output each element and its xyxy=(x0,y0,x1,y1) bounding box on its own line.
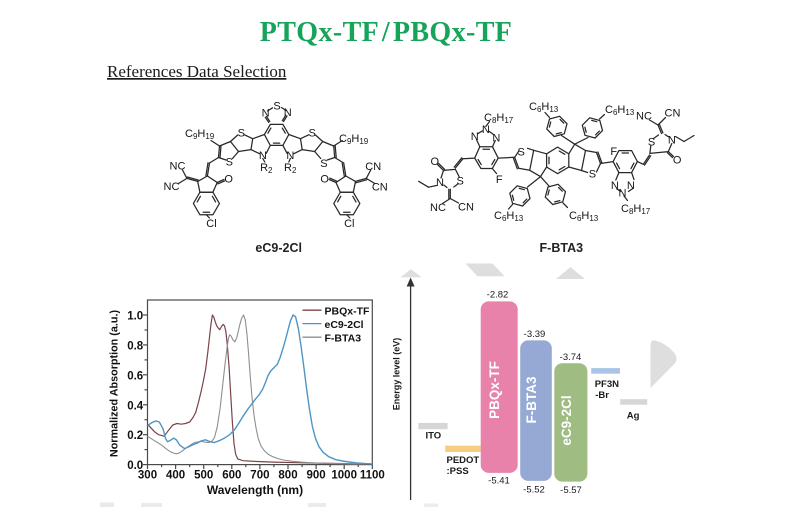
svg-text::PSS: :PSS xyxy=(447,466,469,477)
svg-text:S: S xyxy=(273,101,280,113)
svg-text:Energy level (eV): Energy level (eV) xyxy=(392,338,402,411)
svg-text:F: F xyxy=(496,174,503,186)
svg-text:Cl: Cl xyxy=(344,218,354,230)
svg-text:0.0: 0.0 xyxy=(127,460,143,472)
svg-text:400: 400 xyxy=(166,470,185,482)
svg-text:900: 900 xyxy=(307,470,326,482)
svg-text:PBQx-TF: PBQx-TF xyxy=(487,361,502,419)
svg-text:PEDOT: PEDOT xyxy=(447,455,480,466)
svg-text:-3.39: -3.39 xyxy=(524,329,546,340)
svg-text:-Br: -Br xyxy=(595,390,609,401)
svg-text:NC: NC xyxy=(164,181,180,193)
svg-text:-2.82: -2.82 xyxy=(487,290,509,301)
svg-text:C9H19: C9H19 xyxy=(339,133,369,146)
svg-text:N: N xyxy=(471,131,479,143)
svg-text:C6H13: C6H13 xyxy=(605,104,635,117)
svg-text:N: N xyxy=(492,133,500,145)
svg-text:S: S xyxy=(457,176,464,188)
svg-text:700: 700 xyxy=(250,470,269,482)
svg-text:O: O xyxy=(320,173,329,185)
svg-text:0.4: 0.4 xyxy=(127,400,144,412)
svg-text:N: N xyxy=(668,134,676,146)
svg-text:0.2: 0.2 xyxy=(127,430,143,442)
svg-text:Cl: Cl xyxy=(206,218,216,230)
svg-text:C6H13: C6H13 xyxy=(569,210,599,223)
svg-text:S: S xyxy=(648,136,655,148)
svg-text:CN: CN xyxy=(372,181,388,193)
svg-text:O: O xyxy=(224,173,233,185)
svg-text:N: N xyxy=(627,180,635,192)
svg-text:-3.74: -3.74 xyxy=(560,352,582,363)
svg-text:500: 500 xyxy=(194,470,213,482)
svg-text:N: N xyxy=(611,180,619,192)
svg-text:CN: CN xyxy=(458,202,474,214)
svg-text:C8H17: C8H17 xyxy=(484,112,514,125)
svg-text:-5.41: -5.41 xyxy=(488,476,510,487)
svg-text:NC: NC xyxy=(636,110,652,122)
svg-text:N: N xyxy=(482,124,490,136)
svg-text:-5.57: -5.57 xyxy=(560,485,582,496)
svg-text:N: N xyxy=(259,150,267,162)
svg-text:S: S xyxy=(238,128,245,140)
svg-text:S: S xyxy=(226,157,233,169)
svg-text:F: F xyxy=(610,146,617,158)
svg-text:eC9-2Cl: eC9-2Cl xyxy=(559,395,574,445)
svg-text:300: 300 xyxy=(138,470,157,482)
svg-text:1000: 1000 xyxy=(331,470,357,482)
svg-text:C6H13: C6H13 xyxy=(529,101,559,114)
svg-text:O: O xyxy=(431,156,440,168)
svg-text:S: S xyxy=(518,147,525,159)
svg-text:CN: CN xyxy=(665,107,681,119)
svg-text:S: S xyxy=(309,128,316,140)
svg-text:Normalized Absorption (a.u.): Normalized Absorption (a.u.) xyxy=(108,310,120,458)
svg-text:R2: R2 xyxy=(284,162,297,175)
svg-text:0.6: 0.6 xyxy=(127,370,143,382)
svg-text:N: N xyxy=(286,150,294,162)
svg-text:C8H17: C8H17 xyxy=(621,203,651,216)
svg-text:NC: NC xyxy=(430,202,446,214)
svg-text:F-BTA3: F-BTA3 xyxy=(524,376,539,423)
svg-text:N: N xyxy=(619,188,627,200)
svg-text:NC: NC xyxy=(170,161,186,173)
svg-text:ITO: ITO xyxy=(426,431,442,442)
svg-text:N: N xyxy=(284,107,292,119)
svg-text:N: N xyxy=(436,177,444,189)
svg-text:800: 800 xyxy=(278,470,297,482)
svg-text:S: S xyxy=(589,168,596,180)
svg-text:N: N xyxy=(262,108,270,120)
svg-text:1100: 1100 xyxy=(360,470,385,482)
svg-text:O: O xyxy=(673,154,682,166)
svg-text:C6H13: C6H13 xyxy=(494,210,524,223)
svg-text:F-BTA3: F-BTA3 xyxy=(325,332,362,344)
svg-text:Ag: Ag xyxy=(627,411,640,422)
svg-text:PF3N: PF3N xyxy=(595,379,619,390)
svg-text:-5.52: -5.52 xyxy=(523,484,545,495)
svg-text:C9H19: C9H19 xyxy=(185,128,215,141)
svg-text:F-BTA3: F-BTA3 xyxy=(540,241,584,255)
svg-text:R2: R2 xyxy=(260,162,273,175)
svg-text:1.0: 1.0 xyxy=(127,311,143,323)
svg-text:eC9-2Cl: eC9-2Cl xyxy=(255,241,302,255)
svg-text:PTQx-TF / PBQx-TF: PTQx-TF / PBQx-TF xyxy=(260,17,513,48)
svg-text:References Data Selection: References Data Selection xyxy=(107,62,287,81)
svg-text:eC9-2Cl: eC9-2Cl xyxy=(325,319,364,331)
svg-text:PBQx-TF: PBQx-TF xyxy=(325,305,371,317)
svg-text:Wavelength (nm): Wavelength (nm) xyxy=(207,483,303,497)
svg-text:CN: CN xyxy=(365,161,381,173)
svg-text:S: S xyxy=(320,158,327,170)
svg-text:600: 600 xyxy=(222,470,241,482)
svg-text:0.8: 0.8 xyxy=(127,340,144,352)
